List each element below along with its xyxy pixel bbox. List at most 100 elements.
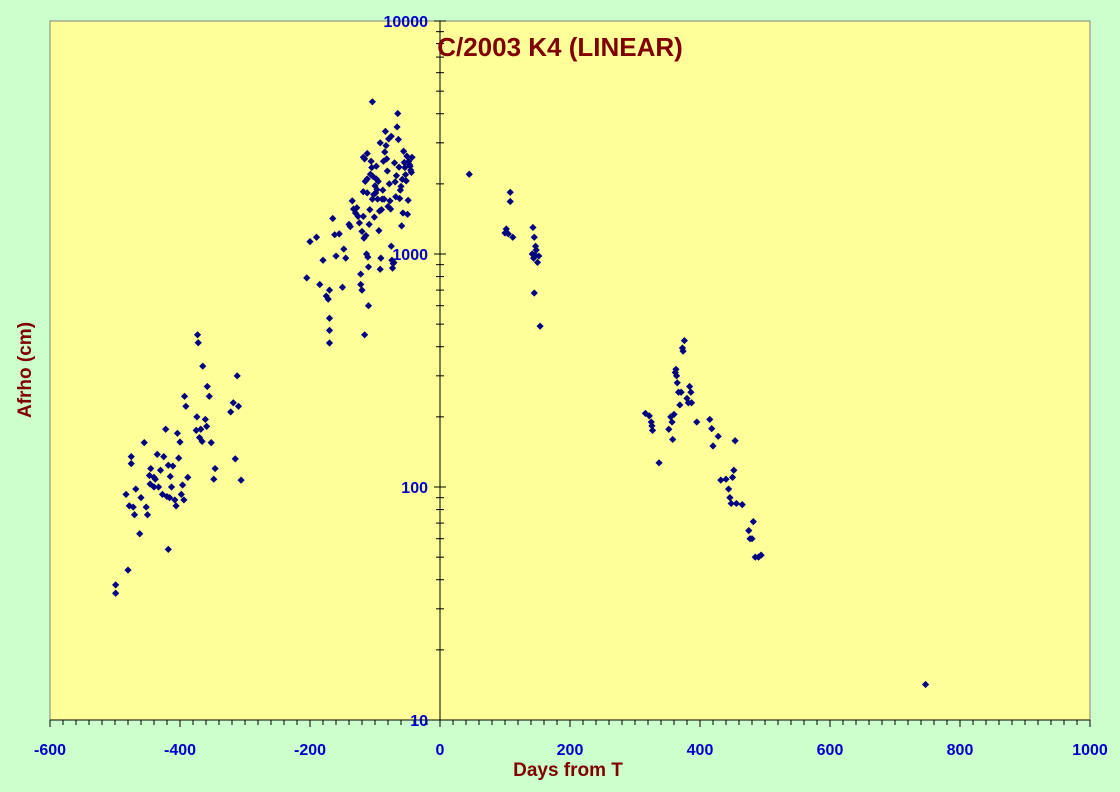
y-tick-label: 10 — [410, 713, 428, 730]
data-point — [394, 135, 402, 144]
x-tick-label: 1000 — [1072, 742, 1108, 759]
data-point — [398, 175, 406, 184]
data-point — [325, 326, 334, 335]
data-point — [363, 189, 371, 197]
data-point — [346, 223, 354, 231]
data-point — [749, 518, 757, 526]
data-point — [392, 193, 400, 201]
data-point — [176, 438, 184, 446]
data-point — [679, 347, 687, 355]
data-point — [199, 362, 207, 370]
data-point — [465, 170, 473, 178]
data-point — [722, 475, 730, 483]
data-point — [403, 210, 412, 218]
data-point — [132, 485, 140, 493]
data-point — [368, 98, 376, 106]
data-point — [143, 511, 152, 519]
data-point — [687, 388, 695, 396]
data-point — [726, 494, 734, 502]
data-point — [359, 212, 367, 221]
data-point — [530, 289, 538, 297]
data-point — [509, 233, 517, 241]
data-point — [182, 402, 190, 410]
data-point — [335, 230, 343, 238]
data-point — [127, 453, 135, 461]
data-point — [372, 162, 380, 170]
data-point — [686, 382, 694, 391]
data-point — [401, 171, 410, 179]
data-point — [532, 246, 540, 254]
data-point — [406, 162, 414, 170]
data-point — [648, 426, 657, 434]
data-point — [180, 496, 188, 504]
data-point — [233, 372, 241, 380]
data-point — [198, 437, 206, 445]
data-point — [683, 394, 691, 403]
data-point — [407, 168, 415, 176]
data-point — [210, 475, 218, 483]
data-point — [535, 252, 543, 260]
data-point — [147, 464, 155, 473]
data-point — [325, 314, 334, 322]
data-point — [533, 258, 542, 267]
data-point — [667, 413, 675, 421]
data-point — [648, 422, 656, 430]
data-point — [205, 392, 213, 400]
data-point — [401, 163, 409, 172]
data-point — [193, 331, 202, 339]
data-point — [377, 206, 386, 214]
data-point — [331, 231, 339, 239]
data-point — [358, 286, 366, 294]
data-point — [370, 213, 378, 221]
data-point — [359, 188, 367, 196]
data-point — [387, 205, 395, 213]
data-point — [338, 283, 347, 291]
data-point — [363, 149, 371, 158]
data-point — [372, 189, 380, 197]
data-point — [122, 490, 130, 498]
data-point — [529, 223, 537, 232]
data-point — [673, 372, 681, 380]
data-point — [342, 254, 350, 262]
data-point — [748, 535, 756, 543]
data-point — [364, 263, 373, 271]
data-point — [184, 473, 192, 481]
data-point — [324, 295, 332, 303]
data-point — [158, 490, 167, 498]
data-point — [229, 399, 237, 407]
data-point — [203, 422, 211, 431]
data-point — [231, 455, 239, 463]
data-point — [717, 476, 725, 484]
data-point — [303, 274, 311, 282]
y-tick-label: 1000 — [392, 247, 428, 264]
data-point — [160, 453, 168, 461]
data-point — [395, 163, 403, 171]
data-point — [388, 256, 396, 264]
x-tick-label: -400 — [164, 742, 196, 759]
data-point — [227, 408, 235, 416]
data-point — [757, 551, 765, 559]
x-axis-title: Days from T — [513, 760, 623, 781]
data-point — [386, 197, 394, 205]
data-point — [332, 252, 340, 260]
data-point — [136, 530, 144, 538]
data-point — [745, 526, 753, 535]
data-point — [655, 459, 663, 467]
data-point — [142, 503, 150, 511]
data-point — [398, 222, 406, 230]
data-point — [730, 466, 738, 474]
data-point — [396, 194, 404, 203]
x-tick-label: -200 — [294, 742, 326, 759]
x-tick-label: 400 — [687, 742, 714, 759]
x-tick-label: 800 — [947, 742, 974, 759]
data-point — [671, 368, 679, 377]
data-point — [112, 589, 120, 597]
data-point — [380, 195, 388, 203]
axes: -600 -400 -200 0 200 400 600 800 1000 10 100 1000 10… — [34, 14, 1108, 759]
data-point — [669, 435, 677, 444]
data-point — [167, 483, 176, 491]
data-point — [396, 186, 404, 194]
data-point — [727, 499, 735, 508]
data-point — [731, 437, 739, 445]
data-point — [306, 238, 314, 246]
